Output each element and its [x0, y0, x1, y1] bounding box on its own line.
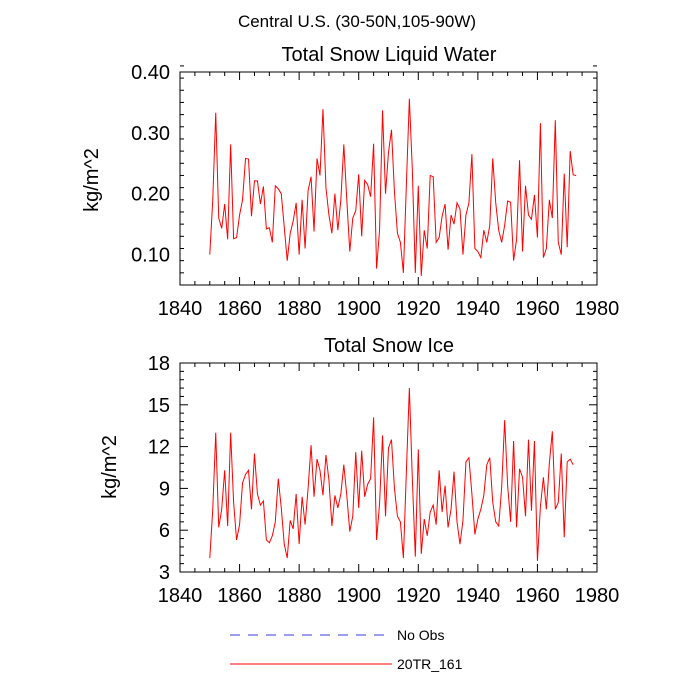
plot-frame	[179, 71, 598, 286]
x-tick-label: 1840	[158, 298, 203, 320]
x-tick-label: 1900	[336, 585, 381, 607]
plot-frame	[179, 362, 598, 573]
x-tick-label: 1920	[396, 585, 441, 607]
x-tick-label: 1960	[515, 298, 560, 320]
x-tick-label: 1860	[217, 298, 262, 320]
x-tick-label: 1940	[456, 298, 501, 320]
legend: No Obs 20TR_161	[230, 627, 463, 672]
x-tick-label: 1840	[158, 585, 203, 607]
legend-label-20tr-161: 20TR_161	[397, 656, 463, 672]
y-axis-label: kg/m^2	[99, 435, 121, 499]
y-tick-label: 12	[148, 437, 170, 459]
x-axis: 1840 1860 1880 1900 1920 1940 1960 1980	[158, 363, 620, 607]
panel-snow-liquid-water: Total Snow Liquid Water kg/m^2 1840 1860 1…	[81, 44, 619, 320]
y-tick-label: 0.30	[131, 123, 170, 145]
x-tick-label: 1880	[277, 298, 322, 320]
y-tick-label: 18	[148, 353, 170, 375]
figure-title: Central U.S. (30-50N,105-90W)	[238, 12, 476, 31]
panel-title: Total Snow Liquid Water	[282, 44, 497, 66]
x-axis: 1840 1860 1880 1900 1920 1940 1960 1980	[158, 72, 620, 320]
y-tick-label: 3	[159, 562, 170, 584]
series-line-20tr-161	[209, 98, 577, 276]
y-tick-label: 0.20	[131, 184, 170, 206]
x-tick-label: 1920	[396, 298, 441, 320]
x-tick-label: 1880	[277, 585, 322, 607]
x-tick-label: 1900	[336, 298, 381, 320]
y-axis: 0.10 0.20 0.30 0.40	[131, 62, 597, 286]
panel-snow-ice: Total Snow Ice kg/m^2 1840 1860 1880 1900 19…	[99, 335, 619, 607]
y-tick-label: 15	[148, 395, 170, 417]
x-tick-label: 1980	[575, 585, 620, 607]
y-axis-label: kg/m^2	[81, 148, 103, 212]
series-line-20tr-161	[209, 388, 574, 561]
x-tick-label: 1860	[217, 585, 262, 607]
panel-title: Total Snow Ice	[324, 335, 454, 357]
y-tick-label: 0.40	[131, 62, 170, 84]
y-tick-label: 0.10	[131, 245, 170, 267]
x-tick-label: 1940	[456, 585, 501, 607]
y-axis: 3 6 9 12 15 18	[148, 353, 597, 584]
legend-label-no-obs: No Obs	[397, 627, 444, 643]
y-tick-label: 6	[159, 520, 170, 542]
x-tick-label: 1980	[575, 298, 620, 320]
plot-lines	[209, 388, 574, 561]
plot-lines	[209, 98, 577, 276]
y-tick-label: 9	[159, 478, 170, 500]
x-tick-label: 1960	[515, 585, 560, 607]
